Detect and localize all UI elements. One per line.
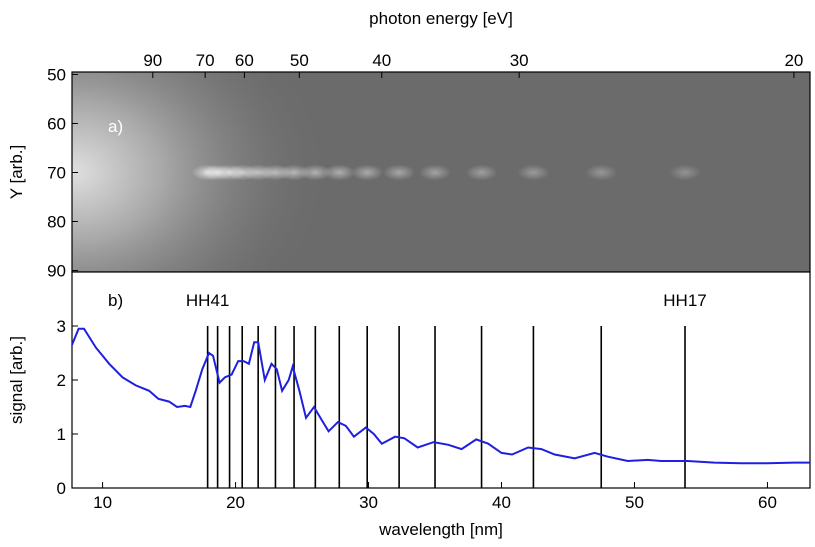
y-tick-label: 3 bbox=[57, 317, 66, 336]
x-tick-label: 60 bbox=[758, 493, 777, 512]
x2-tick-label: 60 bbox=[235, 51, 254, 70]
y-tick-label: 2 bbox=[57, 371, 66, 390]
x2-axis-title: photon energy [eV] bbox=[369, 9, 513, 28]
harmonic-spot bbox=[299, 164, 332, 181]
y-axis-title: signal [arb.] bbox=[7, 336, 26, 424]
x2-tick-label: 70 bbox=[196, 51, 215, 70]
x2-tick-label: 20 bbox=[784, 51, 803, 70]
signal-line bbox=[71, 327, 810, 465]
y-axis-title: Y [arb.] bbox=[7, 145, 26, 200]
harmonic-spot bbox=[465, 164, 498, 181]
x2-tick-label: 30 bbox=[510, 51, 529, 70]
y-tick-label: 0 bbox=[57, 479, 66, 498]
annotation: HH41 bbox=[186, 291, 229, 310]
harmonic-spot bbox=[517, 164, 550, 181]
x2-tick-label: 90 bbox=[143, 51, 162, 70]
x-tick-label: 10 bbox=[93, 493, 112, 512]
harmonic-spot bbox=[383, 164, 416, 181]
panel-label: b) bbox=[108, 291, 123, 310]
harmonic-spot bbox=[585, 164, 618, 181]
harmonic-spot bbox=[669, 164, 702, 181]
panel-frame bbox=[71, 271, 811, 489]
y-tick-label: 50 bbox=[47, 65, 66, 84]
harmonic-spot bbox=[419, 164, 452, 181]
annotation: HH17 bbox=[663, 291, 706, 310]
y-tick-label: 1 bbox=[57, 425, 66, 444]
harmonic-spot bbox=[323, 164, 356, 181]
y-tick-label: 60 bbox=[47, 114, 66, 133]
x-tick-label: 50 bbox=[625, 493, 644, 512]
panel-label: a) bbox=[108, 117, 123, 136]
x-tick-label: 40 bbox=[492, 493, 511, 512]
harmonic-spot bbox=[351, 164, 384, 181]
y-tick-label: 70 bbox=[47, 163, 66, 182]
x2-tick-label: 40 bbox=[372, 51, 391, 70]
x-axis-title: wavelength [nm] bbox=[378, 520, 503, 539]
x-tick-label: 20 bbox=[226, 493, 245, 512]
x2-tick-label: 50 bbox=[290, 51, 309, 70]
y-tick-label: 90 bbox=[47, 262, 66, 281]
y-tick-label: 80 bbox=[47, 213, 66, 232]
x-tick-label: 30 bbox=[359, 493, 378, 512]
